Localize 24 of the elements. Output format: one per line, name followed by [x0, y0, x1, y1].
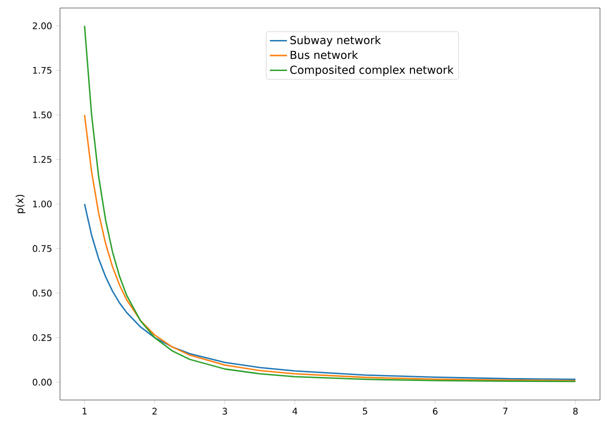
x-tick-label: 1 — [82, 408, 87, 414]
y-tick-label: 0.75 — [32, 245, 52, 252]
legend-label: Bus network — [290, 50, 358, 60]
legend-label: Composited complex network — [290, 65, 454, 76]
line-series — [84, 203, 576, 380]
y-tick-label: 0.00 — [32, 378, 52, 386]
x-tick-label: 4 — [292, 408, 298, 414]
legend-label: Subway network — [290, 36, 381, 46]
x-tick-label: 2 — [152, 408, 157, 414]
x-tick-label: 8 — [573, 408, 578, 415]
y-tick-label: 2.00 — [32, 22, 52, 30]
x-tick-label: 5 — [362, 408, 368, 414]
line-series — [84, 25, 576, 382]
y-tick-label: 1.00 — [33, 200, 52, 208]
y-tick-label: 1.25 — [33, 156, 52, 163]
y-tick-label: 1.75 — [33, 67, 52, 74]
y-tick-label: 0.25 — [32, 334, 52, 342]
y-tick-label: 0.50 — [32, 290, 52, 296]
line-series — [84, 114, 576, 382]
x-tick-label: 7 — [503, 408, 508, 414]
x-tick-label: 3 — [222, 408, 227, 415]
y-tick-label: 1.50 — [33, 112, 52, 118]
x-tick-label: 6 — [432, 408, 438, 415]
y-axis-title: p(x) — [16, 194, 26, 214]
